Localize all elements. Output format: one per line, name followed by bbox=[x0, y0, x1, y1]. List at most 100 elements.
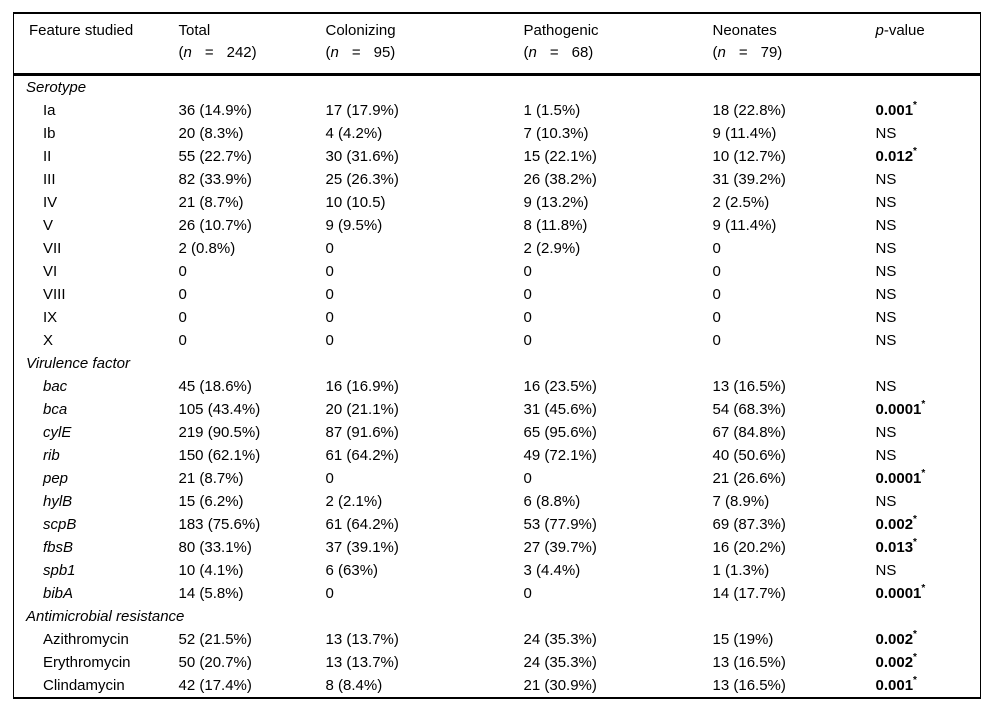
cell-pathogenic: 0 bbox=[523, 309, 532, 326]
n-symbol: n bbox=[528, 44, 537, 61]
cell-pathogenic: 21 (30.9%) bbox=[523, 677, 597, 694]
cell-total: 50 (20.7%) bbox=[178, 654, 252, 671]
p-value-text: NS bbox=[875, 424, 897, 441]
cell-neonates: 7 (8.9%) bbox=[712, 493, 770, 510]
cell-total: 14 (5.8%) bbox=[178, 585, 244, 602]
table-row: IV 21 (8.7%) 10 (10.5) 9 (13.2%) 2 (2.5%) NS bbox=[14, 191, 981, 214]
cell-neonates: 14 (17.7%) bbox=[712, 585, 786, 602]
cell-pathogenic: 9 (13.2%) bbox=[523, 194, 589, 211]
cell-pathogenic: 31 (45.6%) bbox=[523, 401, 597, 418]
p-value-text: 0.002 bbox=[875, 631, 914, 648]
cell-neonates: 15 (19%) bbox=[712, 631, 774, 648]
row-label: VI bbox=[43, 263, 58, 280]
p-value-text: NS bbox=[875, 378, 897, 395]
cell-colonizing: 0 bbox=[325, 286, 334, 303]
cell-neonates: 9 (11.4%) bbox=[712, 125, 777, 142]
cell-pathogenic: 15 (22.1%) bbox=[523, 148, 597, 165]
cell-colonizing: 13 (13.7%) bbox=[325, 654, 399, 671]
p-value-text: NS bbox=[875, 447, 897, 464]
cell-pvalue: NS bbox=[876, 375, 981, 398]
significance-asterisk: * bbox=[913, 100, 917, 111]
cell-pvalue: NS bbox=[876, 260, 981, 283]
cell-colonizing: 0 bbox=[325, 309, 334, 326]
cell-colonizing: 8 (8.4%) bbox=[325, 677, 383, 694]
cell-total: 26 (10.7%) bbox=[178, 217, 252, 234]
p-value-text: NS bbox=[875, 240, 897, 257]
table-row: scpB 183 (75.6%) 61 (64.2%) 53 (77.9%) 69 (8… bbox=[14, 513, 981, 536]
header-neonates-label: Neonates bbox=[712, 22, 777, 39]
header-colonizing-n: (n = 95) bbox=[326, 44, 524, 61]
n-symbol: n bbox=[183, 44, 192, 61]
section-title: Serotype bbox=[26, 79, 87, 96]
cell-colonizing: 9 (9.5%) bbox=[325, 217, 383, 234]
cell-pathogenic: 24 (35.3%) bbox=[523, 654, 597, 671]
header-colonizing-label: Colonizing bbox=[325, 22, 396, 39]
cell-neonates: 0 bbox=[712, 309, 721, 326]
row-label: Ia bbox=[43, 102, 56, 119]
cell-neonates: 0 bbox=[712, 332, 721, 349]
features-table: Feature studied Total (n = 242) Colonizi… bbox=[13, 12, 981, 699]
n-symbol: n bbox=[717, 44, 726, 61]
cell-pvalue: 0.001* bbox=[876, 99, 981, 122]
significance-asterisk: * bbox=[921, 583, 926, 594]
p-value-text: NS bbox=[875, 309, 897, 326]
cell-pathogenic: 0 bbox=[523, 286, 532, 303]
row-label: cylE bbox=[43, 424, 72, 441]
header-colonizing: Colonizing (n = 95) bbox=[326, 13, 524, 75]
cell-total: 82 (33.9%) bbox=[178, 171, 252, 188]
table-row: pep 21 (8.7%) 0 0 21 (26.6%) 0.0001* bbox=[14, 467, 981, 490]
cell-neonates: 16 (20.2%) bbox=[712, 539, 786, 556]
row-label: rib bbox=[43, 447, 60, 464]
cell-pvalue: NS bbox=[876, 329, 981, 352]
cell-total: 183 (75.6%) bbox=[178, 516, 261, 533]
table-row: Azithromycin 52 (21.5%) 13 (13.7%) 24 (35.3… bbox=[14, 628, 981, 651]
paren: ( bbox=[523, 44, 529, 61]
table-row: Ia 36 (14.9%) 17 (17.9%) 1 (1.5%) 18 (22.8%)… bbox=[14, 99, 981, 122]
row-label: scpB bbox=[43, 516, 77, 533]
cell-colonizing: 25 (26.3%) bbox=[325, 171, 399, 188]
cell-neonates: 0 bbox=[712, 263, 721, 280]
header-neonates-n: (n = 79) bbox=[713, 44, 876, 61]
table-row: VIII 0 0 0 0 NS bbox=[14, 283, 981, 306]
p-value-text: 0.012 bbox=[875, 148, 914, 165]
cell-total: 80 (33.1%) bbox=[178, 539, 252, 556]
table-row: bca 105 (43.4%) 20 (21.1%) 31 (45.6%) 54 (68… bbox=[14, 398, 981, 421]
header-pvalue: p-value bbox=[876, 13, 981, 75]
significance-asterisk: * bbox=[913, 537, 917, 548]
p-value-text: 0.0001 bbox=[875, 401, 922, 418]
cell-colonizing: 16 (16.9%) bbox=[325, 378, 399, 395]
header-neonates: Neonates (n = 79) bbox=[713, 13, 876, 75]
cell-total: 42 (17.4%) bbox=[178, 677, 252, 694]
p-value-text: NS bbox=[875, 194, 897, 211]
row-label: VIII bbox=[43, 286, 66, 303]
significance-asterisk: * bbox=[921, 399, 926, 410]
cell-colonizing: 0 bbox=[325, 332, 334, 349]
paren: ( bbox=[325, 44, 331, 61]
p-value-text: 0.002 bbox=[875, 654, 914, 671]
table-row: hylB 15 (6.2%) 2 (2.1%) 6 (8.8%) 7 (8.9%) NS bbox=[14, 490, 981, 513]
row-label: X bbox=[43, 332, 54, 349]
cell-pvalue: NS bbox=[876, 444, 981, 467]
n-count: 68) bbox=[571, 44, 594, 61]
cell-total: 0 bbox=[178, 263, 187, 280]
cell-neonates: 0 bbox=[712, 240, 721, 257]
cell-colonizing: 13 (13.7%) bbox=[325, 631, 399, 648]
cell-total: 150 (62.1%) bbox=[178, 447, 261, 464]
row-label: bibA bbox=[43, 585, 74, 602]
p-value-text: NS bbox=[875, 493, 897, 510]
row-label: fbsB bbox=[43, 539, 74, 556]
row-label: Erythromycin bbox=[43, 654, 131, 671]
significance-asterisk: * bbox=[913, 146, 917, 157]
row-label: IX bbox=[43, 309, 58, 326]
cell-total: 10 (4.1%) bbox=[178, 562, 244, 579]
table-row: V 26 (10.7%) 9 (9.5%) 8 (11.8%) 9 (11.4%) NS bbox=[14, 214, 981, 237]
p-value-text: NS bbox=[875, 217, 897, 234]
header-pathogenic: Pathogenic (n = 68) bbox=[524, 13, 713, 75]
cell-pvalue: 0.0001* bbox=[876, 398, 981, 421]
cell-colonizing: 2 (2.1%) bbox=[325, 493, 383, 510]
row-label: IV bbox=[43, 194, 58, 211]
p-value-text: NS bbox=[875, 171, 897, 188]
table-row: VII 2 (0.8%) 0 2 (2.9%) 0 NS bbox=[14, 237, 981, 260]
n-count: 79) bbox=[760, 44, 783, 61]
cell-pvalue: NS bbox=[876, 237, 981, 260]
